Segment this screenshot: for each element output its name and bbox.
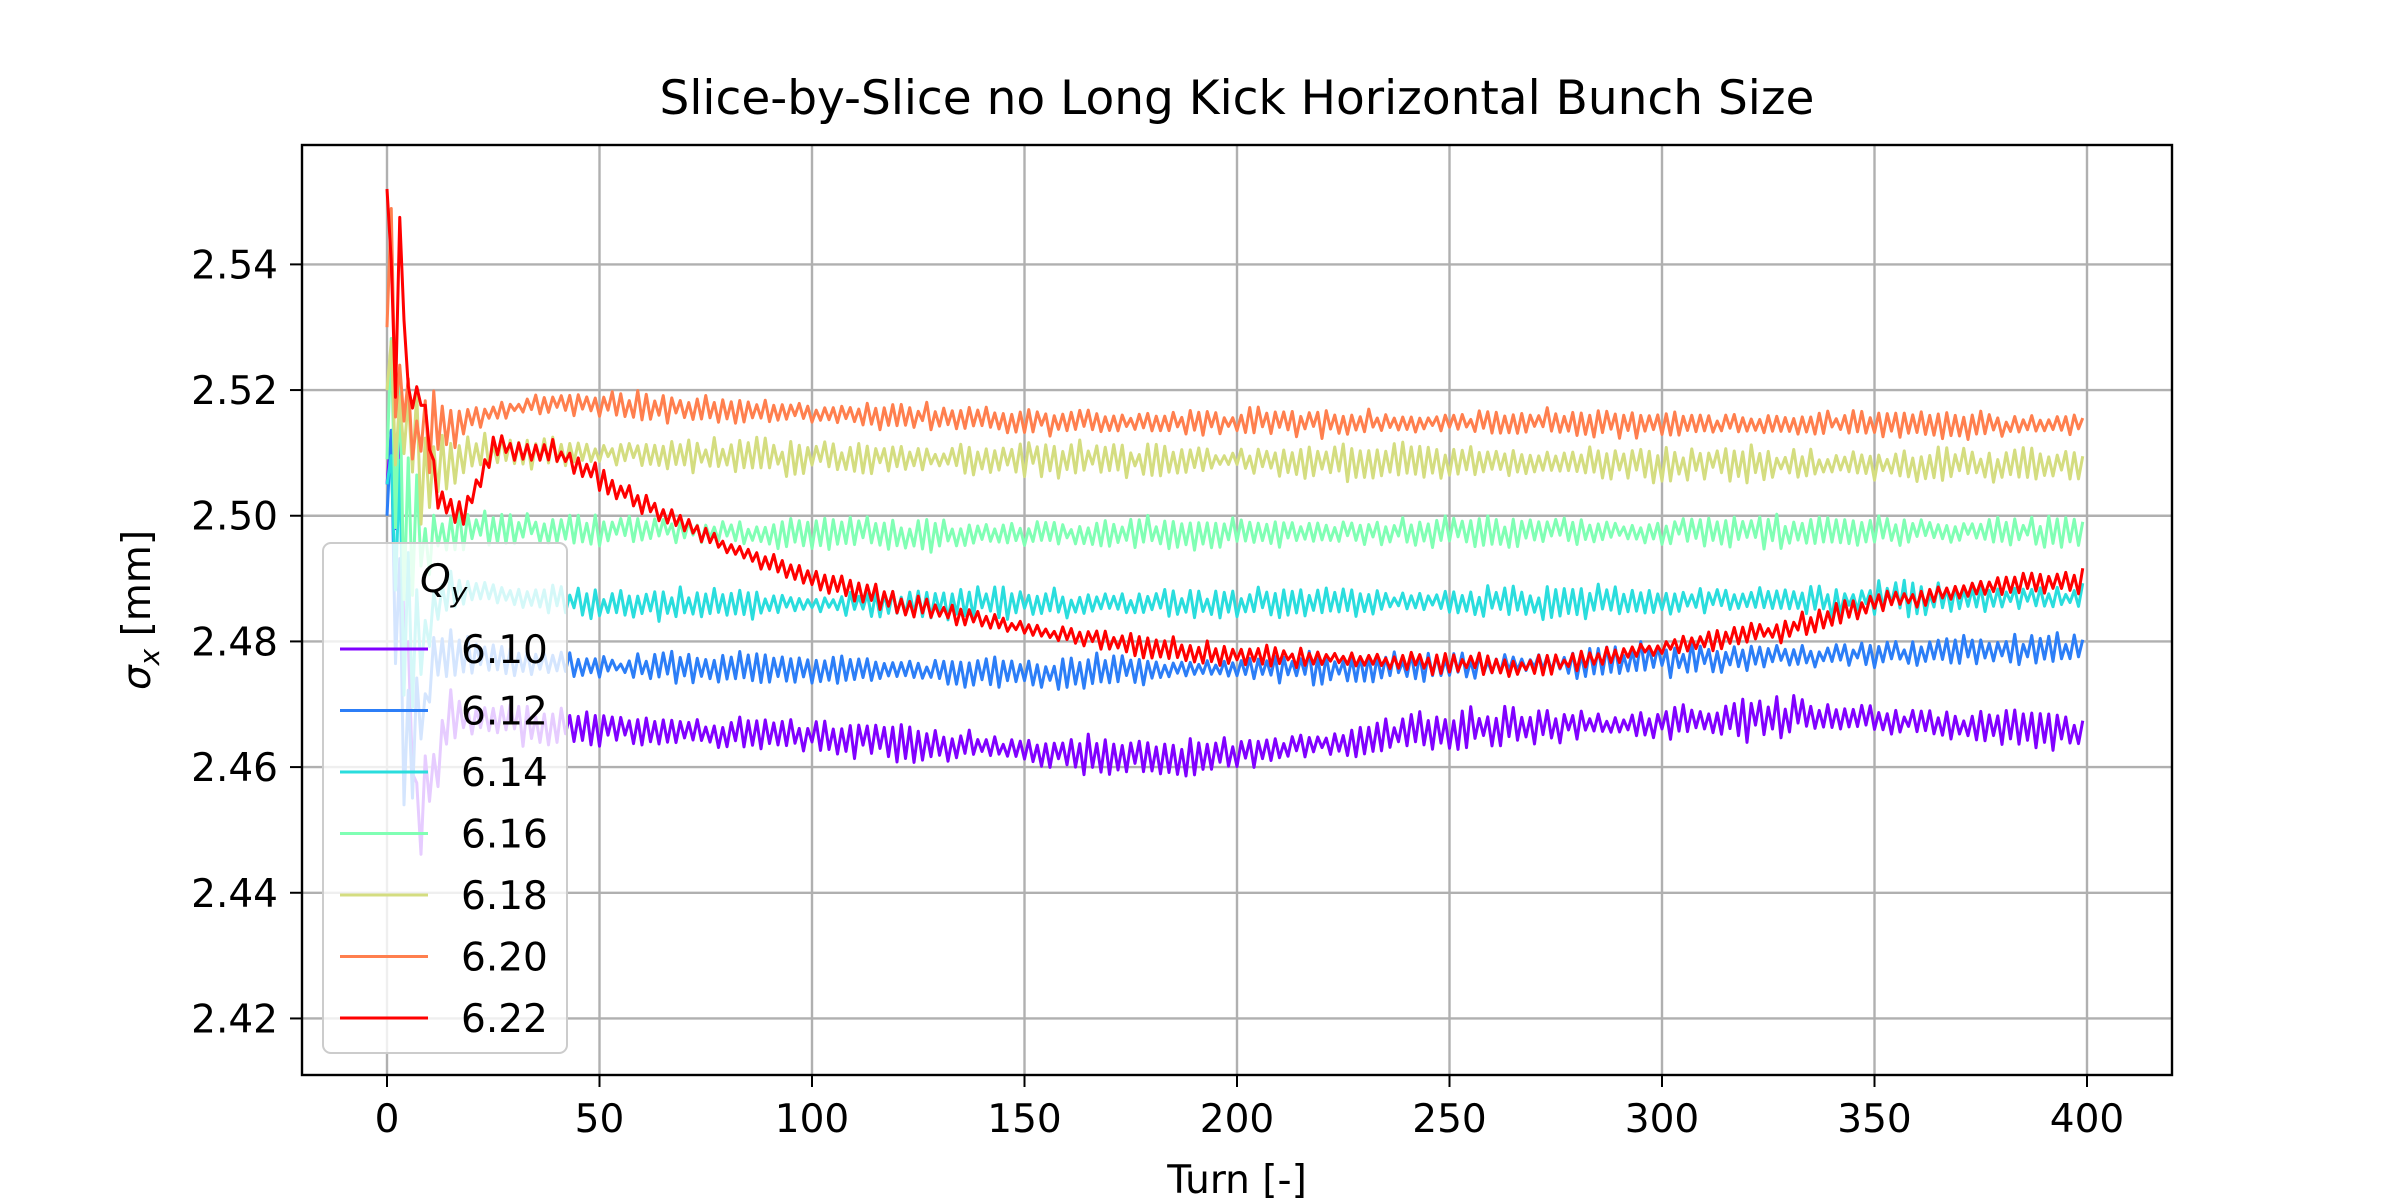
y-tick-label: 2.42 bbox=[191, 997, 278, 1042]
y-axis-label-unit: [mm] bbox=[115, 530, 160, 649]
x-tick-label: 350 bbox=[1837, 1097, 1911, 1142]
legend: Qy 6.10 6.12 6.14 6.16 6.18 6.20 6.22 bbox=[322, 542, 568, 1054]
series-line-6-22 bbox=[385, 188, 2085, 678]
y-tick-label: 2.44 bbox=[191, 872, 278, 917]
x-tick-label: 0 bbox=[375, 1097, 400, 1142]
x-tick-label: 250 bbox=[1412, 1097, 1486, 1142]
series-line-6-14 bbox=[385, 454, 2085, 709]
legend-title-symbol: Q bbox=[420, 557, 451, 602]
series-line-6-16 bbox=[385, 336, 2085, 601]
y-axis-label-symbol: σ bbox=[115, 664, 160, 690]
chart-title: Slice-by-Slice no Long Kick Horizontal B… bbox=[660, 71, 1815, 126]
y-tick-label: 2.54 bbox=[191, 243, 278, 288]
legend-label: 6.22 bbox=[461, 997, 548, 1042]
y-axis-label-subscript: x bbox=[133, 648, 166, 666]
legend-title: Qy bbox=[420, 557, 468, 609]
y-axis-label: σx [mm] bbox=[115, 530, 166, 690]
legend-entries: 6.10 6.12 6.14 6.16 6.18 6.20 6.22 bbox=[340, 628, 548, 1042]
x-tick-label: 100 bbox=[775, 1097, 849, 1142]
y-tick-label: 2.46 bbox=[191, 746, 278, 791]
x-tick-label: 200 bbox=[1200, 1097, 1274, 1142]
series-group bbox=[385, 188, 2085, 856]
x-axis-label: Turn [-] bbox=[1166, 1158, 1307, 1200]
legend-label: 6.12 bbox=[461, 690, 548, 735]
ticks: 0 50 100 150 200 250 300 350 400 2.42 2.44 2.46 2.48… bbox=[191, 243, 2124, 1142]
x-tick-label: 50 bbox=[575, 1097, 625, 1142]
series-line-6-20 bbox=[385, 206, 2085, 475]
legend-label: 6.14 bbox=[461, 751, 548, 796]
legend-box bbox=[322, 542, 568, 1054]
legend-label: 6.20 bbox=[461, 936, 548, 981]
series-line-6-12 bbox=[385, 428, 2085, 807]
y-tick-label: 2.50 bbox=[191, 495, 278, 540]
y-tick-label: 2.52 bbox=[191, 369, 278, 414]
legend-title-subscript: y bbox=[450, 576, 468, 609]
grid bbox=[302, 145, 2172, 1075]
series-line-6-10 bbox=[385, 391, 2085, 856]
series-line-6-18 bbox=[385, 339, 2085, 526]
legend-label: 6.16 bbox=[461, 813, 548, 858]
x-tick-label: 400 bbox=[2050, 1097, 2124, 1142]
y-tick-label: 2.48 bbox=[191, 620, 278, 665]
legend-label: 6.18 bbox=[461, 874, 548, 919]
x-tick-label: 300 bbox=[1625, 1097, 1699, 1142]
legend-label: 6.10 bbox=[461, 628, 548, 673]
x-tick-label: 150 bbox=[987, 1097, 1061, 1142]
